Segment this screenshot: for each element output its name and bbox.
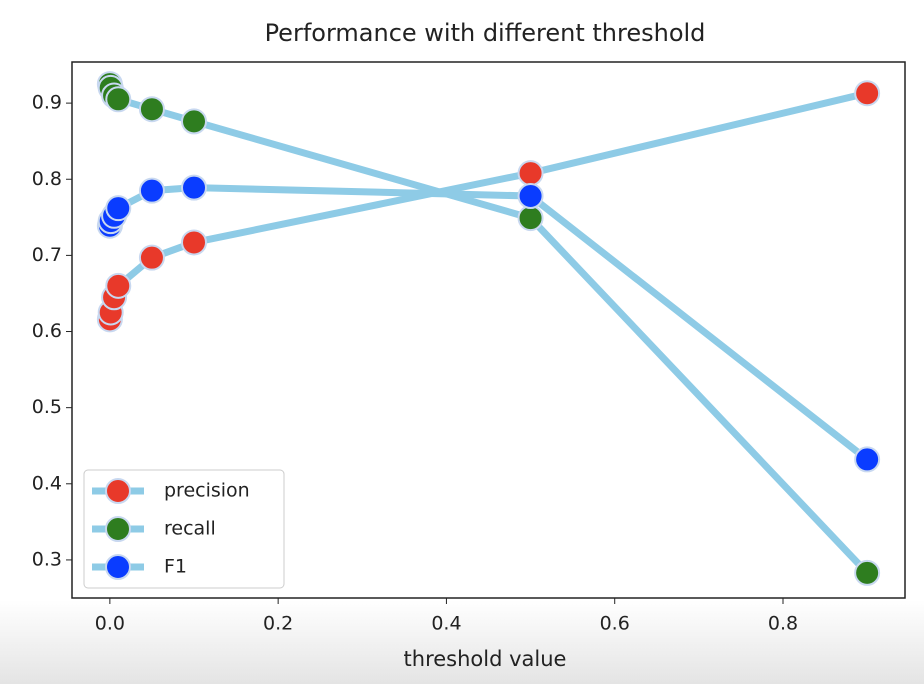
x-tick-label: 0.6: [600, 613, 630, 635]
legend-marker: [105, 554, 131, 580]
legend-marker: [105, 516, 131, 542]
data-point: [105, 195, 132, 222]
legend-box: [83, 469, 285, 589]
data-point: [181, 229, 208, 256]
y-tick-label: 0.4: [32, 472, 62, 494]
y-tick-label: 0.9: [32, 92, 62, 114]
x-tick-label: 0.8: [768, 613, 798, 635]
data-point: [138, 177, 165, 204]
data-point: [138, 96, 165, 123]
data-point: [517, 205, 544, 232]
data-point: [854, 446, 881, 473]
y-tick-label: 0.7: [32, 244, 62, 266]
y-tick-label: 0.3: [32, 548, 62, 570]
data-point: [138, 244, 165, 271]
data-point: [517, 160, 544, 187]
y-tick-label: 0.6: [32, 320, 62, 342]
data-point: [854, 559, 881, 586]
data-point: [181, 108, 208, 135]
legend-marker: [105, 478, 131, 504]
data-point: [854, 80, 881, 107]
chart-title: Performance with different threshold: [265, 19, 706, 47]
data-point: [181, 174, 208, 201]
y-tick-label: 0.5: [32, 396, 62, 418]
series-line: [106, 184, 870, 463]
x-tick-label: 0.0: [95, 613, 125, 635]
data-point: [517, 183, 544, 209]
plot-frame: [71, 61, 906, 599]
background: [0, 600, 924, 684]
x-axis-label: threshold value: [404, 647, 567, 671]
x-tick-label: 0.2: [263, 613, 293, 635]
data-point: [105, 272, 132, 299]
legend-label: precision: [164, 480, 250, 502]
data-point: [105, 86, 132, 113]
legend-label: F1: [164, 556, 187, 578]
legend-label: recall: [164, 518, 216, 540]
x-tick-label: 0.4: [431, 613, 461, 635]
y-tick-label: 0.8: [32, 168, 62, 190]
